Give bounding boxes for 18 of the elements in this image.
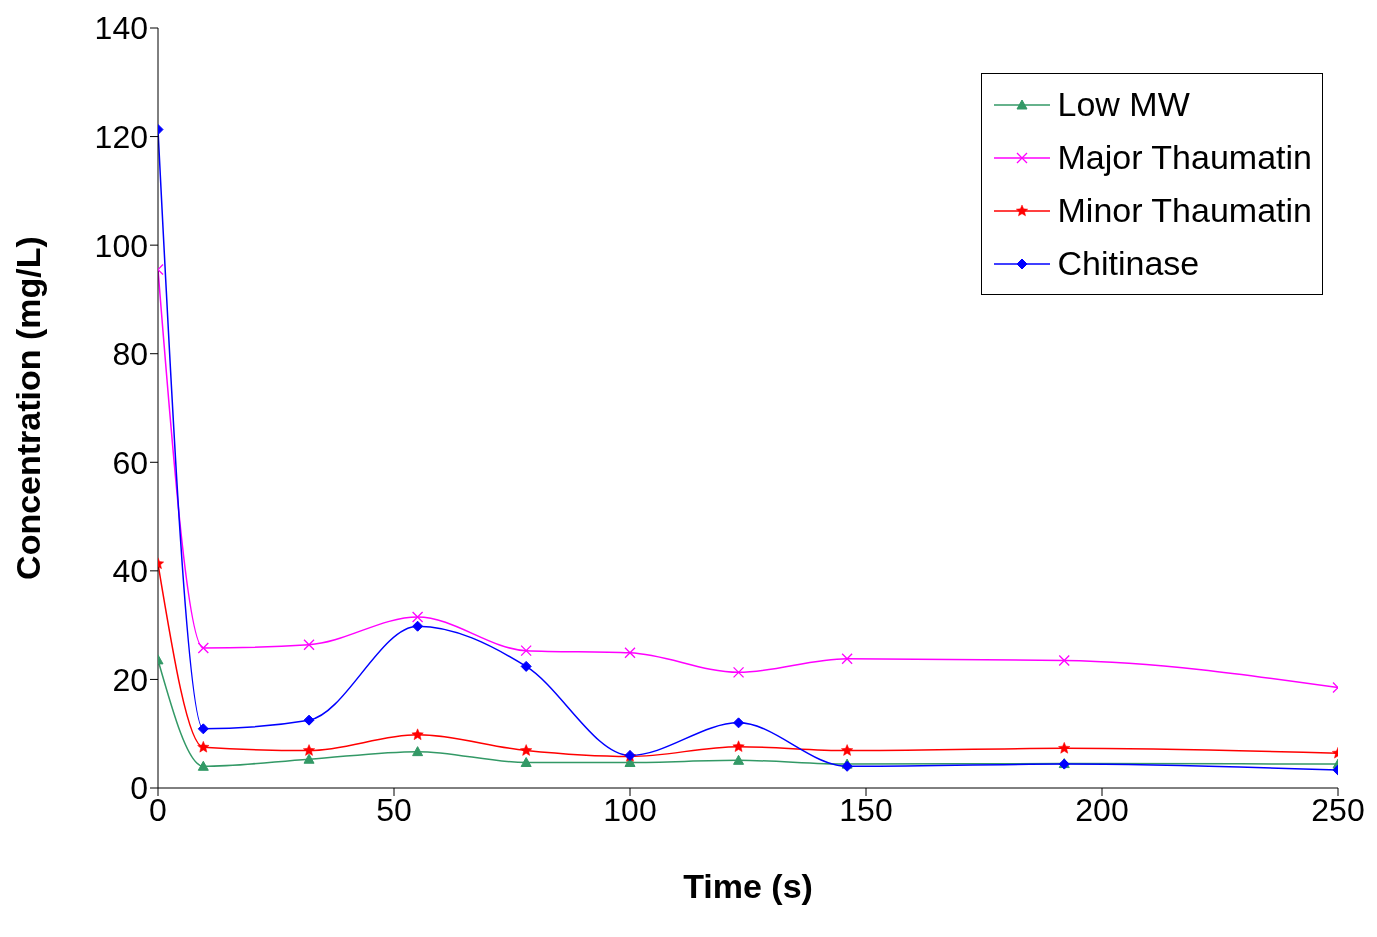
x-tick-label: 250 bbox=[1311, 791, 1365, 828]
y-tick-label: 140 bbox=[94, 10, 148, 47]
legend-label: Minor Thaumatin bbox=[1057, 191, 1312, 230]
x-tick-label: 100 bbox=[603, 791, 657, 828]
x-axis-title: Time (s) bbox=[683, 867, 813, 905]
y-tick-label: 120 bbox=[94, 118, 148, 155]
y-tick-label: 20 bbox=[112, 661, 148, 698]
y-tick-label: 60 bbox=[112, 444, 148, 481]
legend-label: Major Thaumatin bbox=[1057, 138, 1312, 177]
y-tick-label: 80 bbox=[112, 336, 148, 373]
legend-label: Chitinase bbox=[1057, 244, 1200, 283]
y-axis-title: Concentration (mg/L) bbox=[9, 236, 48, 580]
y-tick-label: 100 bbox=[94, 227, 148, 264]
x-tick-label: 200 bbox=[1075, 791, 1129, 828]
y-tick-label: 40 bbox=[112, 553, 148, 590]
x-tick-label: 50 bbox=[376, 791, 412, 828]
x-tick-label: 150 bbox=[839, 791, 893, 828]
legend-label: Low MW bbox=[1057, 85, 1190, 124]
